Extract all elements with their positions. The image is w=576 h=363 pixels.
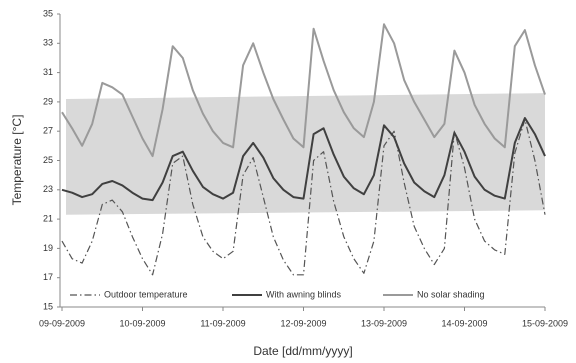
x-tick-label: 14-09-2009 bbox=[441, 318, 487, 328]
x-tick-label: 10-09-2009 bbox=[119, 318, 165, 328]
y-tick-label: 19 bbox=[43, 243, 53, 253]
y-tick-label: 23 bbox=[43, 184, 53, 194]
x-tick-label: 09-09-2009 bbox=[39, 318, 85, 328]
legend-label: With awning blinds bbox=[266, 289, 342, 299]
y-tick-label: 25 bbox=[43, 155, 53, 165]
y-tick-label: 35 bbox=[43, 8, 53, 18]
series-line bbox=[61, 23, 546, 158]
legend-label: No solar shading bbox=[417, 289, 485, 299]
x-tick-label: 13-09-2009 bbox=[361, 318, 407, 328]
series-line bbox=[61, 117, 546, 202]
series-line bbox=[61, 118, 546, 276]
y-tick-label: 31 bbox=[43, 67, 53, 77]
y-axis-title: Temperature [°C] bbox=[10, 115, 24, 206]
y-tick-label: 15 bbox=[43, 301, 53, 311]
y-tick-label: 17 bbox=[43, 272, 53, 282]
x-tick-label: 12-09-2009 bbox=[280, 318, 326, 328]
x-tick-label: 11-09-2009 bbox=[200, 318, 245, 328]
y-tick-label: 29 bbox=[43, 96, 53, 106]
x-axis-title: Date [dd/mm/yyyy] bbox=[253, 344, 352, 358]
comfort-band bbox=[66, 93, 545, 215]
y-tick-label: 33 bbox=[43, 38, 53, 48]
legend-label: Outdoor temperature bbox=[104, 289, 188, 299]
y-tick-label: 27 bbox=[43, 126, 53, 136]
y-tick-label: 21 bbox=[43, 213, 53, 223]
x-tick-label: 15-09-2009 bbox=[522, 318, 568, 328]
